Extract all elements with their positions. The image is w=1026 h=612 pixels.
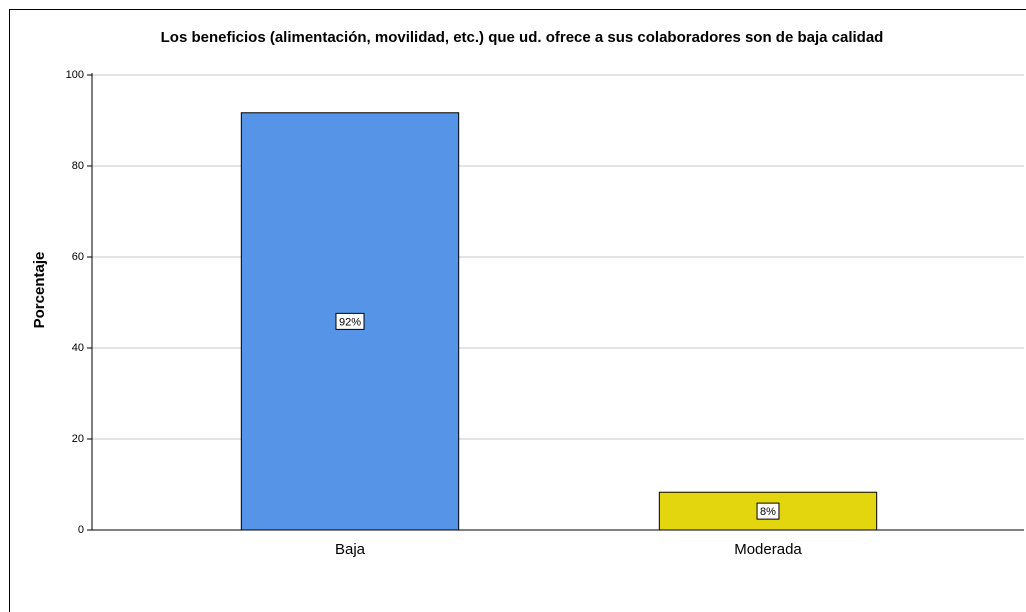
value-label: 92% <box>339 316 361 328</box>
y-tick-label: 60 <box>72 251 84 263</box>
y-tick-label: 80 <box>72 160 84 172</box>
x-tick-label: Baja <box>335 541 366 558</box>
value-label-box <box>756 502 780 520</box>
y-axis-label: Porcentaje <box>31 252 48 329</box>
frame <box>9 9 1026 612</box>
y-tick-label: 100 <box>66 69 84 81</box>
y-tick-label: 20 <box>72 433 84 445</box>
y-tick-label: 40 <box>72 342 84 354</box>
value-label-box <box>335 312 365 330</box>
y-tick-label: 0 <box>78 524 84 536</box>
value-label: 8% <box>760 506 776 518</box>
chart-title: Los beneficios (alimentación, movilidad,… <box>161 29 884 46</box>
x-tick-label: Moderada <box>734 541 802 558</box>
